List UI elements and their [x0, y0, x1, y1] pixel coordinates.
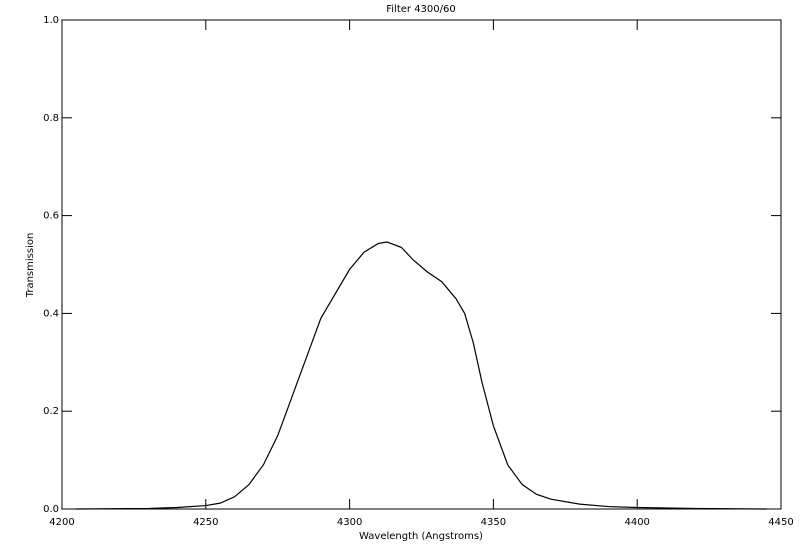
y-tick-label: 1.0: [43, 15, 59, 26]
plot-frame: [61, 19, 782, 510]
y-tick-label: 0.8: [43, 113, 59, 124]
x-tick-label: 4250: [193, 517, 218, 528]
x-axis-label: Wavelength (Angstroms): [359, 531, 483, 542]
data-line: [76, 241, 767, 510]
y-tick-label: 0.4: [43, 308, 59, 319]
x-tick-label: 4200: [49, 517, 74, 528]
x-tick-label: 4400: [624, 517, 649, 528]
y-axis-label: Transmission: [25, 233, 36, 299]
x-tick-label: 4300: [337, 517, 362, 528]
y-tick-label: 0.6: [43, 211, 59, 222]
y-tick-label: 0.2: [43, 406, 59, 417]
y-tick-label: 0.0: [43, 504, 59, 515]
x-tick-label: 4350: [481, 517, 506, 528]
chart-title: Filter 4300/60: [386, 4, 456, 15]
x-tick-label: 4450: [768, 517, 793, 528]
